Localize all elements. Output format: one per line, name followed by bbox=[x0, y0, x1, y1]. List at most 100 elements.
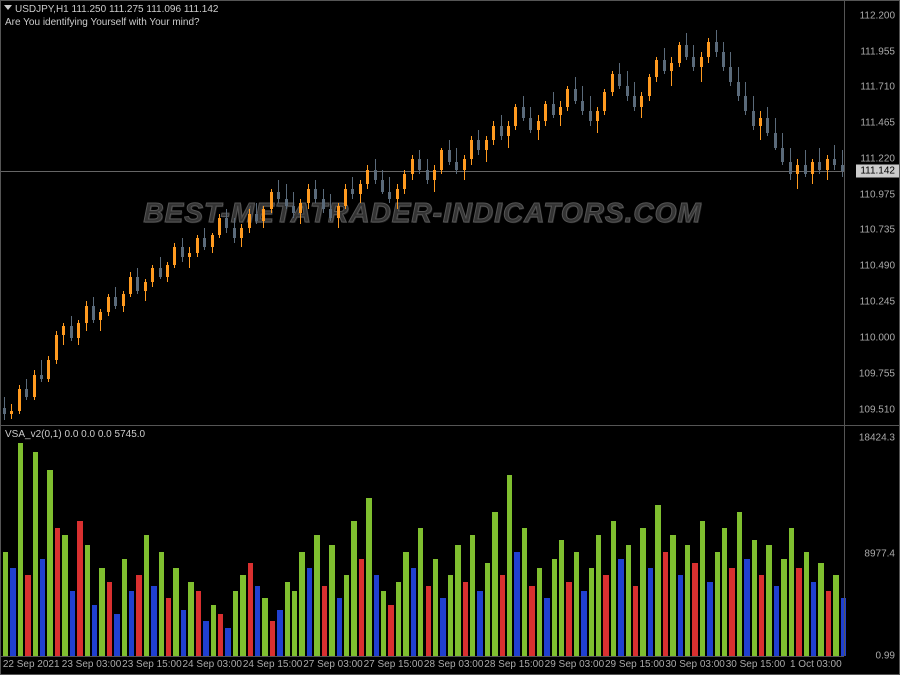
x-tick: 24 Sep 03:00 bbox=[183, 659, 243, 670]
volume-bar bbox=[374, 575, 379, 656]
x-tick: 23 Sep 15:00 bbox=[122, 659, 182, 670]
volume-bar bbox=[55, 528, 60, 656]
volume-bar bbox=[270, 621, 275, 656]
price-y-axis: 111.142 112.200111.955111.710111.465111.… bbox=[844, 1, 899, 425]
volume-bar bbox=[633, 586, 638, 656]
x-tick: 23 Sep 03:00 bbox=[62, 659, 122, 670]
volume-bar bbox=[544, 598, 549, 656]
x-tick: 28 Sep 15:00 bbox=[484, 659, 544, 670]
subtitle-text: Are You identifying Yourself with Your m… bbox=[5, 17, 200, 28]
indicator-title: VSA_v2(0,1) 0.0 0.0 0.0 5745.0 bbox=[5, 429, 145, 440]
volume-bar bbox=[337, 598, 342, 656]
volume-bar bbox=[455, 545, 460, 656]
volume-bar bbox=[292, 591, 297, 656]
volume-bar bbox=[240, 575, 245, 656]
volume-bar bbox=[359, 559, 364, 656]
volume-bar bbox=[99, 568, 104, 656]
volume-bar bbox=[618, 559, 623, 656]
volume-bar bbox=[381, 591, 386, 656]
volume-bar bbox=[166, 598, 171, 656]
volume-bar bbox=[596, 535, 601, 656]
price-tick: 109.510 bbox=[859, 404, 895, 415]
volume-bar bbox=[299, 552, 304, 656]
x-tick: 24 Sep 15:00 bbox=[243, 659, 303, 670]
volume-bar bbox=[507, 475, 512, 656]
volume-bar bbox=[826, 591, 831, 656]
volume-tick: 18424.3 bbox=[859, 432, 895, 443]
volume-bar bbox=[566, 582, 571, 656]
volume-bar bbox=[737, 512, 742, 656]
volume-panel[interactable]: VSA_v2(0,1) 0.0 0.0 0.0 5745.0 18424.3 89… bbox=[1, 426, 899, 656]
volume-bar bbox=[477, 591, 482, 656]
volume-y-axis: 18424.38977.40.99 bbox=[844, 426, 899, 656]
volume-bar bbox=[492, 512, 497, 656]
volume-bar bbox=[485, 563, 490, 656]
volume-bar bbox=[85, 545, 90, 656]
volume-bar bbox=[233, 591, 238, 656]
volume-tick: 8977.4 bbox=[864, 548, 895, 559]
price-tick: 110.735 bbox=[860, 225, 895, 236]
current-price-label: 111.142 bbox=[856, 164, 899, 177]
volume-bar bbox=[500, 575, 505, 656]
price-panel[interactable]: USDJPY,H1 111.250 111.275 111.096 111.14… bbox=[1, 1, 899, 426]
volume-bar bbox=[366, 498, 371, 656]
volume-chart-area[interactable]: VSA_v2(0,1) 0.0 0.0 0.0 5745.0 bbox=[1, 426, 844, 656]
volume-bar bbox=[663, 552, 668, 656]
volume-bar bbox=[463, 582, 468, 656]
volume-bar bbox=[225, 628, 230, 656]
volume-bar bbox=[700, 521, 705, 656]
volume-bar bbox=[196, 591, 201, 656]
volume-bar bbox=[448, 575, 453, 656]
x-axis: 22 Sep 202123 Sep 03:0023 Sep 15:0024 Se… bbox=[1, 656, 844, 674]
x-tick: 29 Sep 03:00 bbox=[545, 659, 605, 670]
volume-bar bbox=[159, 552, 164, 656]
volume-bar bbox=[388, 605, 393, 656]
x-tick: 1 Oct 03:00 bbox=[790, 659, 842, 670]
volume-bar bbox=[581, 591, 586, 656]
volume-bar bbox=[589, 568, 594, 656]
volume-bar bbox=[796, 568, 801, 656]
volume-bar bbox=[648, 568, 653, 656]
volume-bar bbox=[285, 582, 290, 656]
volume-bar bbox=[203, 621, 208, 656]
x-tick: 29 Sep 15:00 bbox=[605, 659, 665, 670]
volume-bar bbox=[181, 610, 186, 656]
volume-bar bbox=[426, 586, 431, 656]
volume-bar bbox=[403, 552, 408, 656]
volume-bar bbox=[173, 568, 178, 656]
volume-bar bbox=[47, 470, 52, 656]
volume-bar bbox=[692, 563, 697, 656]
volume-bar bbox=[626, 545, 631, 656]
price-tick: 110.000 bbox=[860, 333, 895, 344]
volume-bar bbox=[329, 545, 334, 656]
volume-bar bbox=[611, 521, 616, 656]
x-tick: 22 Sep 2021 bbox=[3, 659, 60, 670]
volume-bar bbox=[144, 535, 149, 656]
volume-bar bbox=[574, 552, 579, 656]
volume-bar bbox=[433, 559, 438, 656]
volume-bar bbox=[537, 568, 542, 656]
volume-bar bbox=[70, 591, 75, 656]
volume-bar bbox=[640, 528, 645, 656]
volume-bar bbox=[766, 545, 771, 656]
volume-bar bbox=[277, 610, 282, 656]
volume-bar bbox=[62, 535, 67, 656]
volume-bar bbox=[678, 575, 683, 656]
dropdown-icon[interactable] bbox=[4, 5, 12, 10]
price-chart-area[interactable]: USDJPY,H1 111.250 111.275 111.096 111.14… bbox=[1, 1, 844, 425]
volume-bar bbox=[188, 582, 193, 656]
volume-bar bbox=[25, 575, 30, 656]
volume-bar bbox=[789, 528, 794, 656]
price-tick: 112.200 bbox=[860, 10, 895, 21]
volume-bar bbox=[129, 591, 134, 656]
volume-bar bbox=[833, 575, 838, 656]
volume-bar bbox=[136, 575, 141, 656]
volume-bar bbox=[40, 559, 45, 656]
volume-bar bbox=[218, 614, 223, 656]
volume-bar bbox=[114, 614, 119, 656]
price-tick: 111.465 bbox=[860, 118, 895, 129]
x-tick: 27 Sep 03:00 bbox=[303, 659, 363, 670]
volume-bar bbox=[18, 443, 23, 656]
volume-bar bbox=[715, 552, 720, 656]
volume-bar bbox=[262, 598, 267, 656]
